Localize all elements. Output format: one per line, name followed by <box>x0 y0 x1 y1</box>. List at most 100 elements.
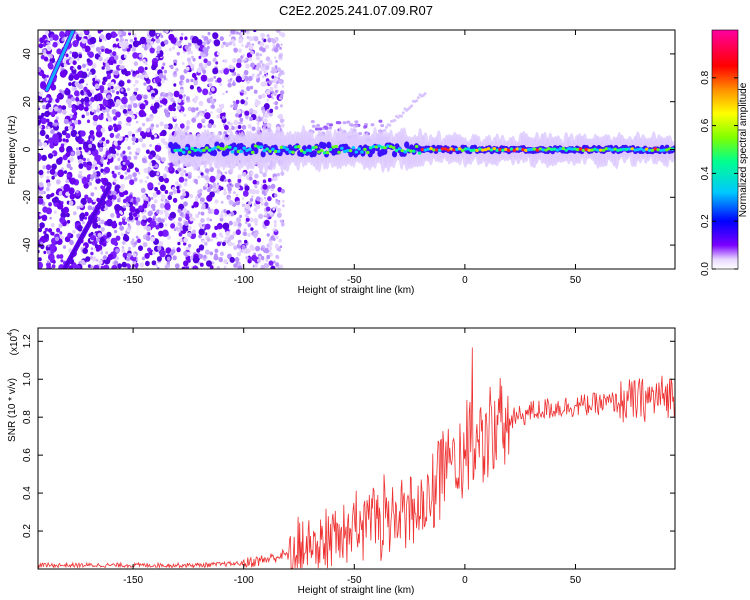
noise-cell <box>38 141 43 147</box>
noise-cell <box>218 257 223 263</box>
noise-cell <box>239 38 243 41</box>
y-tick-label: 0.2 <box>22 524 33 538</box>
carrier-core-cell <box>607 147 612 151</box>
noise-cell <box>131 114 136 120</box>
noise-cell <box>206 98 211 102</box>
carrier-core-cell <box>348 149 353 153</box>
carrier-core-cell <box>443 147 448 151</box>
noise-cell <box>248 44 254 50</box>
noise-cell <box>236 58 242 64</box>
carrier-sidelobe-cell <box>314 127 319 131</box>
noise-cell <box>87 264 92 268</box>
carrier-core-cell <box>271 147 275 151</box>
noise-cell <box>278 53 283 59</box>
x-tick-label: -50 <box>347 275 362 286</box>
noise-cell <box>130 100 135 106</box>
noise-cell <box>146 43 151 48</box>
noise-cell <box>187 226 192 231</box>
carrier-core-cell <box>391 146 396 150</box>
noise-cell <box>132 40 140 48</box>
noise-cell <box>127 130 133 137</box>
noise-cell <box>137 66 145 74</box>
noise-cell <box>98 56 103 62</box>
colorbar-frame <box>711 29 739 270</box>
noise-cell <box>177 241 181 246</box>
noise-cell <box>232 58 237 63</box>
noise-cell <box>187 259 191 263</box>
noise-cell <box>127 223 131 227</box>
noise-cell <box>200 112 204 117</box>
carrier-core-cell <box>276 149 281 153</box>
noise-cell <box>201 35 205 39</box>
noise-cell <box>220 200 224 204</box>
noise-cell <box>163 123 169 129</box>
noise-cell <box>135 235 139 239</box>
noise-cell <box>67 98 73 104</box>
noise-cell <box>43 77 48 82</box>
carrier-core-cell <box>650 148 655 152</box>
carrier-sidelobe-cell <box>311 124 316 128</box>
noise-cell <box>237 265 242 269</box>
carrier-core-cell <box>282 145 287 150</box>
noise-cell <box>144 252 150 259</box>
noise-cell <box>141 256 145 261</box>
noise-cell <box>223 188 227 192</box>
noise-cell <box>267 177 272 183</box>
noise-cell <box>170 37 177 44</box>
noise-cell <box>63 183 71 192</box>
carrier-core-cell <box>480 148 485 152</box>
noise-cell <box>239 186 244 191</box>
carrier-sidelobe-cell <box>310 119 315 124</box>
noise-cell <box>69 125 73 130</box>
noise-cell <box>230 184 234 188</box>
noise-cell <box>278 238 283 243</box>
noise-cell <box>108 116 113 123</box>
carrier-core-cell <box>440 147 445 151</box>
carrier-core-cell <box>552 147 557 151</box>
noise-cell <box>263 263 268 268</box>
noise-cell <box>227 79 231 83</box>
noise-cell <box>118 221 123 226</box>
noise-cell <box>51 264 56 269</box>
noise-cell <box>150 134 155 139</box>
noise-cell <box>210 238 214 242</box>
noise-cell <box>158 230 164 237</box>
carrier-core-cell <box>196 148 200 152</box>
noise-cell <box>128 122 132 127</box>
noise-cell <box>266 98 270 102</box>
chart-title: C2E2.2025.241.07.09.R07 <box>279 3 433 18</box>
noise-cell <box>123 103 127 108</box>
noise-cell <box>247 233 251 237</box>
noise-cell <box>267 122 272 128</box>
noise-cell <box>159 121 164 127</box>
noise-cell <box>65 152 71 158</box>
noise-cell <box>111 264 118 269</box>
noise-cell <box>146 85 151 90</box>
noise-cell <box>110 31 117 39</box>
noise-cell <box>272 207 276 211</box>
noise-cell <box>245 255 249 260</box>
noise-cell <box>132 253 137 258</box>
carrier-core-cell <box>437 148 442 153</box>
noise-cell <box>38 91 43 97</box>
carrier-core-cell <box>363 147 367 151</box>
noise-cell <box>184 178 188 182</box>
noise-cell <box>98 114 104 121</box>
noise-cell <box>94 154 101 162</box>
noise-cell <box>248 256 252 261</box>
noise-cell <box>115 134 119 139</box>
noise-cell <box>220 186 224 191</box>
noise-cell <box>98 85 105 92</box>
noise-cell <box>82 63 86 68</box>
carrier-core-cell <box>202 148 206 152</box>
noise-cell <box>219 217 224 222</box>
noise-cell <box>45 164 52 171</box>
noise-cell <box>65 53 69 58</box>
noise-cell <box>105 62 110 68</box>
noise-cell <box>166 256 171 261</box>
noise-cell <box>113 54 119 61</box>
noise-cell <box>85 256 91 262</box>
carrier-core-cell <box>176 148 180 152</box>
noise-cell <box>103 166 110 174</box>
noise-cell <box>79 203 83 207</box>
